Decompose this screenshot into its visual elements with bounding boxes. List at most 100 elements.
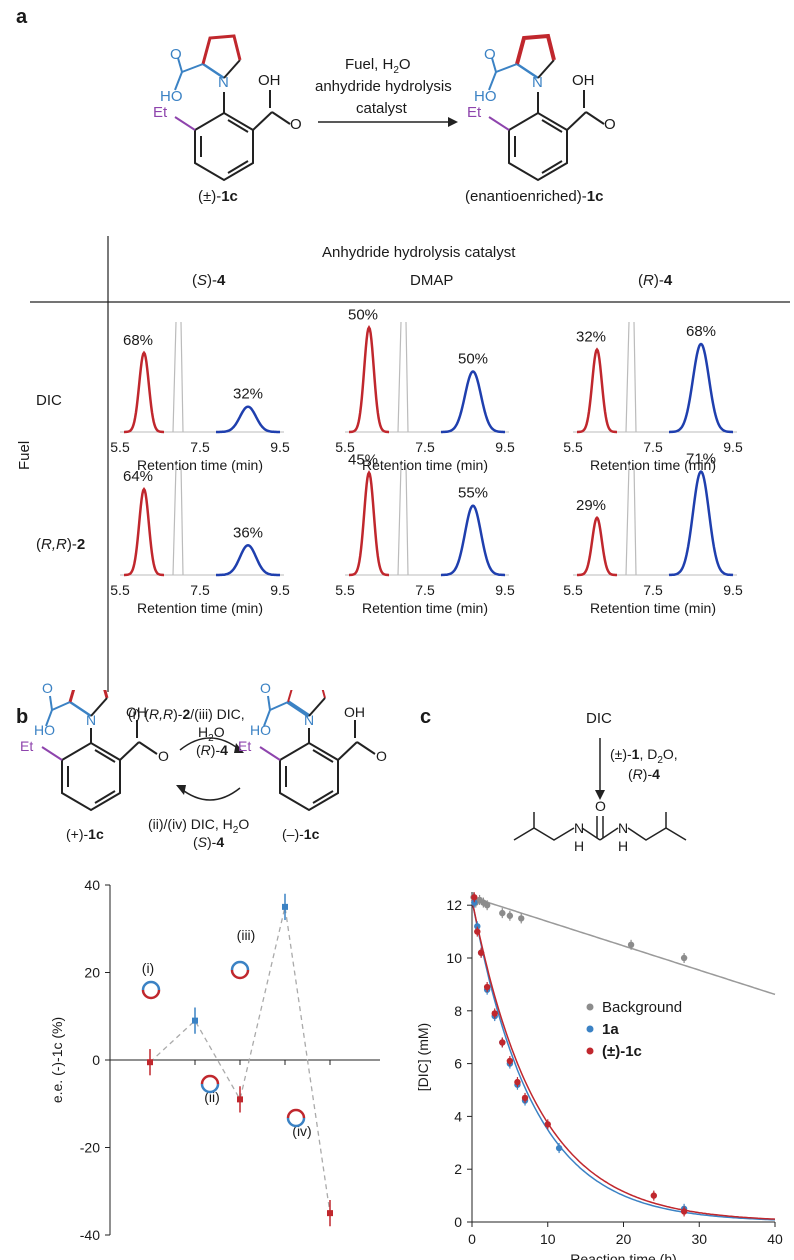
b-atom-ho-right: HO bbox=[250, 722, 271, 738]
dic-chart: 0 2 4 6 8 10 12 0 10 20 30 40 Reaction time (h) [DIC]… bbox=[415, 892, 783, 1260]
x-tick: 5.5 bbox=[335, 439, 355, 455]
panel-b-scheme bbox=[41, 690, 376, 812]
b-atom-n-left: N bbox=[86, 712, 97, 728]
left-compound-label: (±)-1c bbox=[198, 188, 238, 205]
b-atom-o-left: O bbox=[42, 680, 53, 696]
b-left-compound: (+)-1c bbox=[66, 826, 104, 842]
panel-b-letter: b bbox=[16, 706, 29, 728]
cycle-arc bbox=[286, 1117, 306, 1128]
chromatogram-cell-6: 29% 71% 5.5 7.5 9.5 Retention time (min) bbox=[563, 451, 743, 616]
point-2-9 bbox=[544, 1121, 551, 1128]
reagent-line3: catalyst bbox=[356, 100, 407, 117]
b-top-line1: (i) (R,R)-2/(iii) DIC, bbox=[128, 706, 245, 722]
atom-o2-left: O bbox=[290, 116, 302, 133]
y-tick-label: 10 bbox=[446, 950, 462, 966]
blue-peak bbox=[441, 370, 505, 434]
molecule-left bbox=[174, 34, 291, 182]
b-right-compound: (–)-1c bbox=[282, 826, 320, 842]
y-tick-label: -20 bbox=[80, 1140, 100, 1156]
c-arrow-line1: (±)-1, D2O, bbox=[610, 746, 678, 766]
point-2-4 bbox=[491, 1010, 498, 1017]
legend-label: 1a bbox=[602, 1021, 619, 1038]
b-atom-o2-left: O bbox=[158, 748, 169, 764]
chromatogram-cell-4: 64% 36% 5.5 7.5 9.5 Retention time (min) bbox=[110, 464, 290, 616]
blue-percent: 50% bbox=[458, 351, 488, 368]
c-arrow-line2: (R)-4 bbox=[628, 766, 660, 782]
row-header-1: DIC bbox=[36, 392, 62, 409]
panel-a-scheme bbox=[174, 33, 605, 182]
x-tick: 9.5 bbox=[270, 582, 290, 598]
cycle-icon bbox=[200, 1074, 220, 1094]
point-0-5 bbox=[499, 909, 506, 917]
blue-percent: 55% bbox=[458, 485, 488, 502]
panel-c-letter: c bbox=[420, 706, 432, 728]
blue-percent: 36% bbox=[233, 524, 263, 541]
red-percent: 68% bbox=[123, 332, 153, 349]
solvent-peak bbox=[397, 321, 409, 433]
x-tick-label: 20 bbox=[616, 1231, 632, 1247]
y-axis-label: [DIC] (mM) bbox=[415, 1023, 431, 1091]
x-axis-label: Retention time (min) bbox=[362, 457, 488, 473]
x-tick: 9.5 bbox=[495, 439, 515, 455]
atom-n-left: N bbox=[218, 74, 229, 91]
point-2-5 bbox=[499, 1039, 506, 1046]
solvent-peak bbox=[172, 321, 184, 433]
cycle-arc bbox=[200, 1074, 220, 1085]
fit-1c bbox=[471, 899, 776, 1220]
blue-peak bbox=[441, 504, 505, 577]
blue-peak bbox=[216, 405, 280, 434]
b-atom-et-left: Et bbox=[20, 738, 34, 754]
data-point-4 bbox=[327, 1210, 333, 1217]
y-tick-label: 12 bbox=[446, 897, 462, 913]
x-tick: 5.5 bbox=[563, 439, 583, 455]
legend-marker bbox=[586, 1003, 594, 1011]
step-label-3: (iii) bbox=[237, 927, 256, 943]
x-tick: 7.5 bbox=[190, 582, 210, 598]
data-point-1 bbox=[192, 1017, 198, 1024]
x-tick: 7.5 bbox=[643, 582, 663, 598]
b-top-line2: H2O bbox=[198, 724, 225, 744]
reagent-line1: Fuel, H2O bbox=[345, 56, 411, 76]
red-percent: 50% bbox=[348, 307, 378, 324]
urea-o: O bbox=[595, 798, 606, 814]
cycle-arc bbox=[200, 1083, 220, 1094]
x-axis-label: Retention time (min) bbox=[590, 457, 716, 473]
point-2-7 bbox=[514, 1078, 521, 1086]
step-label-1: (i) bbox=[142, 960, 154, 976]
y-tick-label: 2 bbox=[454, 1161, 462, 1177]
y-tick-label: 0 bbox=[454, 1214, 462, 1230]
y-tick-label: 0 bbox=[92, 1052, 100, 1068]
reagent-line2: anhydride hydrolysis bbox=[315, 78, 452, 95]
b-atom-ho-left: HO bbox=[34, 722, 55, 738]
connector-line bbox=[149, 906, 331, 1214]
urea-n-right: N bbox=[618, 820, 629, 836]
b-atom-oh-left: OH bbox=[126, 704, 147, 720]
b-top-line3: (R)-4 bbox=[196, 742, 228, 758]
red-peak bbox=[577, 347, 617, 434]
atom-ho-right: HO bbox=[474, 88, 497, 105]
point-2-10 bbox=[650, 1192, 657, 1199]
point-1-0 bbox=[471, 899, 478, 906]
x-tick: 5.5 bbox=[110, 582, 130, 598]
cycle-arc bbox=[141, 989, 161, 1000]
b-atom-o2-right: O bbox=[376, 748, 387, 764]
red-peak bbox=[124, 486, 164, 577]
point-2-0 bbox=[471, 894, 478, 901]
point-1-1 bbox=[474, 923, 481, 930]
y-tick-label: -40 bbox=[80, 1227, 100, 1243]
x-tick-label: 10 bbox=[540, 1231, 556, 1247]
atom-n-right: N bbox=[532, 74, 543, 91]
red-peak bbox=[124, 350, 164, 434]
cycle-icon bbox=[141, 980, 161, 1000]
chromatogram-cell-2: 50% 50% 5.5 7.5 9.5 Retention time (min) bbox=[335, 307, 515, 474]
atom-oh-right: OH bbox=[572, 72, 595, 89]
atom-oh-left: OH bbox=[258, 72, 281, 89]
urea-structure bbox=[513, 738, 687, 841]
blue-percent: 71% bbox=[686, 451, 716, 468]
y-tick-label: 6 bbox=[454, 1056, 462, 1072]
data-point-0 bbox=[147, 1059, 153, 1066]
x-tick: 5.5 bbox=[563, 582, 583, 598]
red-percent: 45% bbox=[348, 452, 378, 469]
